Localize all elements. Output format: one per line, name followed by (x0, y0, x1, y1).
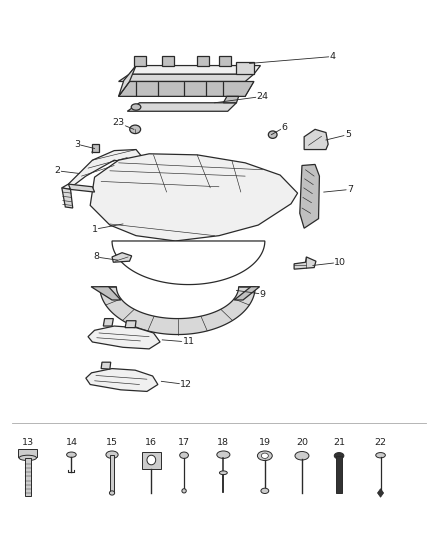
Polygon shape (130, 66, 261, 74)
Polygon shape (234, 287, 260, 300)
Ellipse shape (334, 453, 344, 459)
Text: 15: 15 (106, 439, 118, 448)
Bar (219, 56, 231, 66)
Text: 2: 2 (54, 166, 60, 175)
Bar (336, 456, 342, 493)
Text: 8: 8 (93, 253, 99, 261)
Text: 24: 24 (257, 92, 268, 101)
Polygon shape (300, 165, 319, 228)
Text: 16: 16 (145, 439, 157, 448)
Bar (162, 56, 174, 66)
Polygon shape (88, 326, 160, 349)
Polygon shape (127, 103, 237, 111)
Polygon shape (119, 74, 254, 82)
Text: 1: 1 (92, 225, 98, 234)
Ellipse shape (147, 455, 155, 465)
Ellipse shape (182, 489, 186, 493)
Text: 9: 9 (260, 289, 266, 298)
Polygon shape (62, 188, 73, 208)
Text: 18: 18 (217, 439, 230, 448)
Ellipse shape (106, 451, 118, 458)
Ellipse shape (131, 104, 141, 110)
Bar (142, 451, 161, 469)
Text: 7: 7 (347, 185, 353, 194)
Text: 13: 13 (22, 439, 34, 448)
Text: 20: 20 (296, 439, 308, 448)
Ellipse shape (217, 451, 230, 458)
Ellipse shape (376, 453, 385, 458)
Ellipse shape (268, 131, 277, 139)
Ellipse shape (130, 125, 141, 134)
Polygon shape (86, 368, 158, 391)
Text: 10: 10 (334, 258, 346, 266)
Ellipse shape (110, 491, 115, 495)
Polygon shape (119, 82, 254, 96)
Text: 23: 23 (113, 118, 125, 127)
Text: 6: 6 (282, 123, 287, 132)
Polygon shape (18, 449, 37, 457)
Bar (134, 56, 146, 66)
Text: 17: 17 (178, 439, 190, 448)
Text: 12: 12 (180, 380, 192, 389)
Polygon shape (294, 257, 316, 269)
Text: 11: 11 (183, 337, 194, 346)
Polygon shape (112, 253, 132, 262)
Polygon shape (119, 66, 136, 96)
Text: 19: 19 (259, 439, 271, 448)
Polygon shape (68, 184, 95, 192)
Polygon shape (103, 319, 113, 326)
Polygon shape (100, 287, 255, 335)
Polygon shape (378, 489, 384, 497)
Polygon shape (90, 154, 297, 241)
Polygon shape (304, 130, 328, 150)
Text: 3: 3 (74, 140, 80, 149)
Ellipse shape (180, 452, 188, 458)
Ellipse shape (258, 451, 272, 461)
Ellipse shape (261, 488, 269, 494)
Text: 14: 14 (65, 439, 78, 448)
Ellipse shape (19, 455, 36, 461)
Text: 5: 5 (345, 130, 351, 139)
Polygon shape (112, 241, 265, 285)
Polygon shape (91, 287, 121, 300)
Polygon shape (101, 362, 111, 369)
Text: 21: 21 (333, 439, 345, 448)
Bar (237, 62, 254, 74)
Ellipse shape (295, 451, 309, 460)
Text: 22: 22 (374, 439, 387, 448)
Polygon shape (223, 96, 239, 103)
Ellipse shape (261, 453, 268, 458)
Bar (25, 458, 31, 496)
Polygon shape (125, 321, 136, 328)
Text: 4: 4 (329, 52, 336, 61)
Polygon shape (62, 150, 145, 189)
Bar (197, 56, 209, 66)
Ellipse shape (67, 452, 76, 457)
Ellipse shape (219, 471, 227, 474)
Bar (92, 144, 99, 152)
Bar (110, 455, 114, 494)
